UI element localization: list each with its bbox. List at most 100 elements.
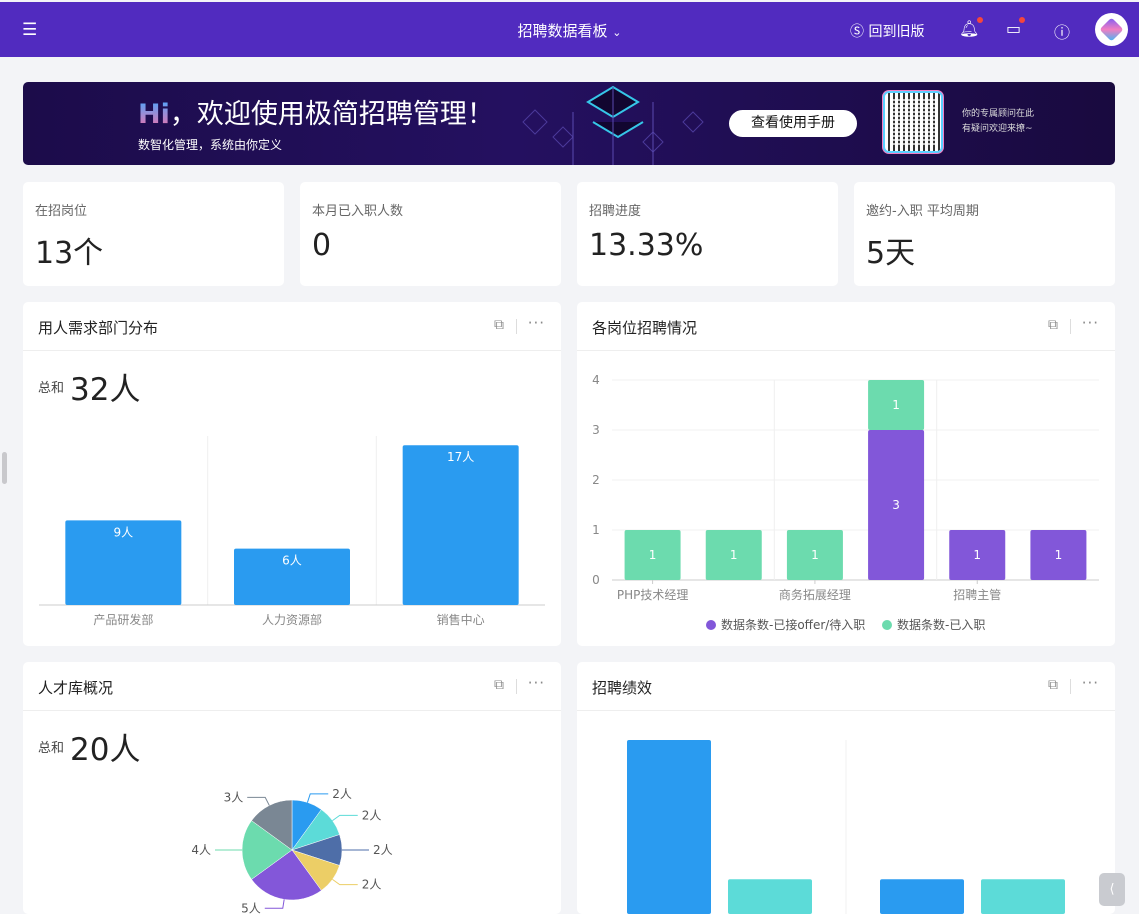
bar bbox=[728, 879, 812, 914]
sum-value: 20人 bbox=[70, 732, 141, 768]
more-icon[interactable]: ··· bbox=[1081, 314, 1099, 332]
bar-label: 17人 bbox=[447, 450, 474, 464]
label-line bbox=[332, 814, 358, 822]
y-tick-label: 1 bbox=[592, 523, 600, 537]
pie-label: 2人 bbox=[362, 808, 382, 822]
external-link-icon[interactable]: ⧉ bbox=[494, 677, 504, 693]
stat-avg-cycle: 邀约-入职 平均周期 5天 bbox=[854, 182, 1115, 286]
scrollbar-handle[interactable] bbox=[2, 452, 7, 484]
bar bbox=[627, 740, 711, 914]
legend-label: 数据条数-已接offer/待入职 bbox=[721, 617, 865, 632]
bar-label: 6人 bbox=[282, 554, 302, 568]
label-line bbox=[247, 796, 270, 806]
card-title: 各岗位招聘情况 bbox=[592, 319, 698, 337]
switch-icon: Ⓢ bbox=[850, 24, 864, 40]
bar bbox=[786, 530, 843, 580]
banner-subtitle: 数智化管理，系统由你定义 bbox=[138, 138, 283, 152]
banner-illustration bbox=[522, 85, 704, 165]
position-stacked-chart: 0 1 2 3 4 1 PHP技术经理 1 1 商务拓展经理 3 1 1 招聘主管 1 数据条数-已接offe… bbox=[592, 373, 1099, 632]
pie-label: 2人 bbox=[373, 843, 393, 857]
welcome-banner: Hi，欢迎使用极简招聘管理！ 数智化管理，系统由你定义 查看使用手册 你的专属顾… bbox=[23, 82, 1115, 165]
label-line bbox=[332, 878, 358, 886]
more-icon[interactable]: ··· bbox=[1081, 674, 1099, 692]
pie-label: 5人 bbox=[241, 901, 261, 914]
external-link-icon[interactable]: ⧉ bbox=[1048, 677, 1058, 693]
top-bar: ☰ 招聘数据看板 ⌄ Ⓢ 回到旧版 🔔︎ ▭ ⓘ bbox=[0, 2, 1139, 57]
bar bbox=[402, 445, 519, 605]
collapse-panel-button[interactable]: ⟨ bbox=[1099, 873, 1125, 906]
adviser-text: 你的专属顾问在此 有疑问欢迎来撩~ bbox=[962, 107, 1034, 137]
pie-slice bbox=[251, 849, 322, 901]
stat-label: 招聘进度 bbox=[589, 204, 642, 219]
x-tick-label: 销售中心 bbox=[437, 612, 485, 627]
briefcase-icon[interactable]: ▭ bbox=[1006, 17, 1026, 38]
x-tick-label: PHP技术经理 bbox=[617, 588, 689, 602]
card-position-recruitment: 各岗位招聘情况 ⧉ ··· 0 1 2 3 4 1 PHP技术经理 1 1 商务拓展经理 3 1 1 招聘主管… bbox=[577, 302, 1115, 646]
stat-progress: 招聘进度 13.33% bbox=[577, 182, 838, 286]
bar bbox=[949, 530, 1006, 580]
bar bbox=[1030, 530, 1087, 580]
label-line bbox=[264, 899, 285, 909]
y-tick-label: 3 bbox=[592, 423, 600, 437]
bar-label: 1 bbox=[1055, 548, 1063, 562]
adviser-line-1: 你的专属顾问在此 bbox=[962, 109, 1035, 119]
pie-slice bbox=[251, 799, 293, 851]
old-version-label: 回到旧版 bbox=[868, 24, 925, 40]
more-icon[interactable]: ··· bbox=[527, 314, 545, 332]
bar bbox=[234, 548, 350, 605]
manual-button[interactable]: 查看使用手册 bbox=[729, 110, 857, 137]
y-tick-label: 4 bbox=[592, 373, 600, 387]
stat-value: 13个 bbox=[35, 236, 104, 271]
performance-bar-chart bbox=[627, 740, 1065, 914]
sum-label: 总和 bbox=[38, 381, 65, 396]
hamburger-icon[interactable]: ☰ bbox=[22, 20, 38, 40]
bar bbox=[868, 430, 925, 580]
bar-label: 1 bbox=[892, 398, 900, 412]
bar-label: 1 bbox=[649, 548, 657, 562]
card-talent-pool: 人才库概况 ⧉ ··· 总和 20人 2人 2人 2人 2人 5人 4人 3人 bbox=[23, 662, 561, 914]
external-link-icon[interactable]: ⧉ bbox=[494, 317, 504, 333]
talent-pie-chart: 2人 2人 2人 2人 5人 4人 3人 bbox=[191, 787, 393, 914]
x-tick-label: 产品研发部 bbox=[93, 612, 153, 627]
page-title: 招聘数据看板 bbox=[517, 22, 608, 40]
old-version-link[interactable]: Ⓢ 回到旧版 bbox=[850, 21, 924, 41]
stat-hired-this-month: 本月已入职人数 0 bbox=[300, 182, 561, 286]
dashboard-selector[interactable]: 招聘数据看板 ⌄ bbox=[0, 20, 1139, 41]
card-recruit-performance: 招聘绩效 ⧉ ··· bbox=[577, 662, 1115, 914]
x-tick-label: 人力资源部 bbox=[262, 612, 322, 627]
chevron-down-icon: ⌄ bbox=[612, 26, 622, 39]
card-title: 人才库概况 bbox=[38, 679, 114, 697]
banner-greeting: Hi，欢迎使用极简招聘管理！ bbox=[138, 92, 494, 131]
bell-icon[interactable]: 🔔︎ bbox=[959, 17, 984, 38]
external-link-icon[interactable]: ⧉ bbox=[1048, 317, 1058, 333]
bar bbox=[705, 530, 762, 580]
stat-value: 13.33% bbox=[589, 228, 704, 263]
bar-label: 1 bbox=[973, 548, 981, 562]
bar bbox=[880, 879, 964, 914]
label-line bbox=[306, 793, 329, 803]
stat-open-positions: 在招岗位 13个 bbox=[23, 182, 284, 286]
help-icon[interactable]: ⓘ bbox=[1054, 23, 1071, 42]
bar bbox=[981, 879, 1065, 914]
card-dept-distribution: 用人需求部门分布 ⧉ ··· 总和 32人 9人 产品研发部 6人 人力资源部 17人 销售中心 bbox=[23, 302, 561, 646]
banner-greeting-text: ，欢迎使用极简招聘管理！ bbox=[169, 99, 494, 130]
card-title: 招聘绩效 bbox=[592, 679, 653, 697]
y-tick-label: 2 bbox=[592, 473, 600, 487]
bar-label: 1 bbox=[811, 548, 819, 562]
stat-label: 在招岗位 bbox=[35, 204, 88, 219]
banner-hi: Hi bbox=[138, 99, 170, 130]
x-tick-label: 商务拓展经理 bbox=[779, 587, 851, 602]
avatar[interactable] bbox=[1095, 13, 1128, 46]
more-icon[interactable]: ··· bbox=[527, 674, 545, 692]
pie-label: 2人 bbox=[332, 787, 352, 801]
bar bbox=[65, 520, 182, 605]
pie-slice bbox=[241, 820, 293, 880]
bar-label: 1 bbox=[730, 548, 738, 562]
legend-marker bbox=[706, 620, 716, 630]
card-title: 用人需求部门分布 bbox=[38, 319, 159, 337]
qr-code bbox=[883, 91, 943, 153]
stat-label: 邀约-入职 平均周期 bbox=[866, 204, 979, 219]
legend-marker bbox=[882, 620, 892, 630]
stat-value: 5天 bbox=[866, 236, 916, 271]
